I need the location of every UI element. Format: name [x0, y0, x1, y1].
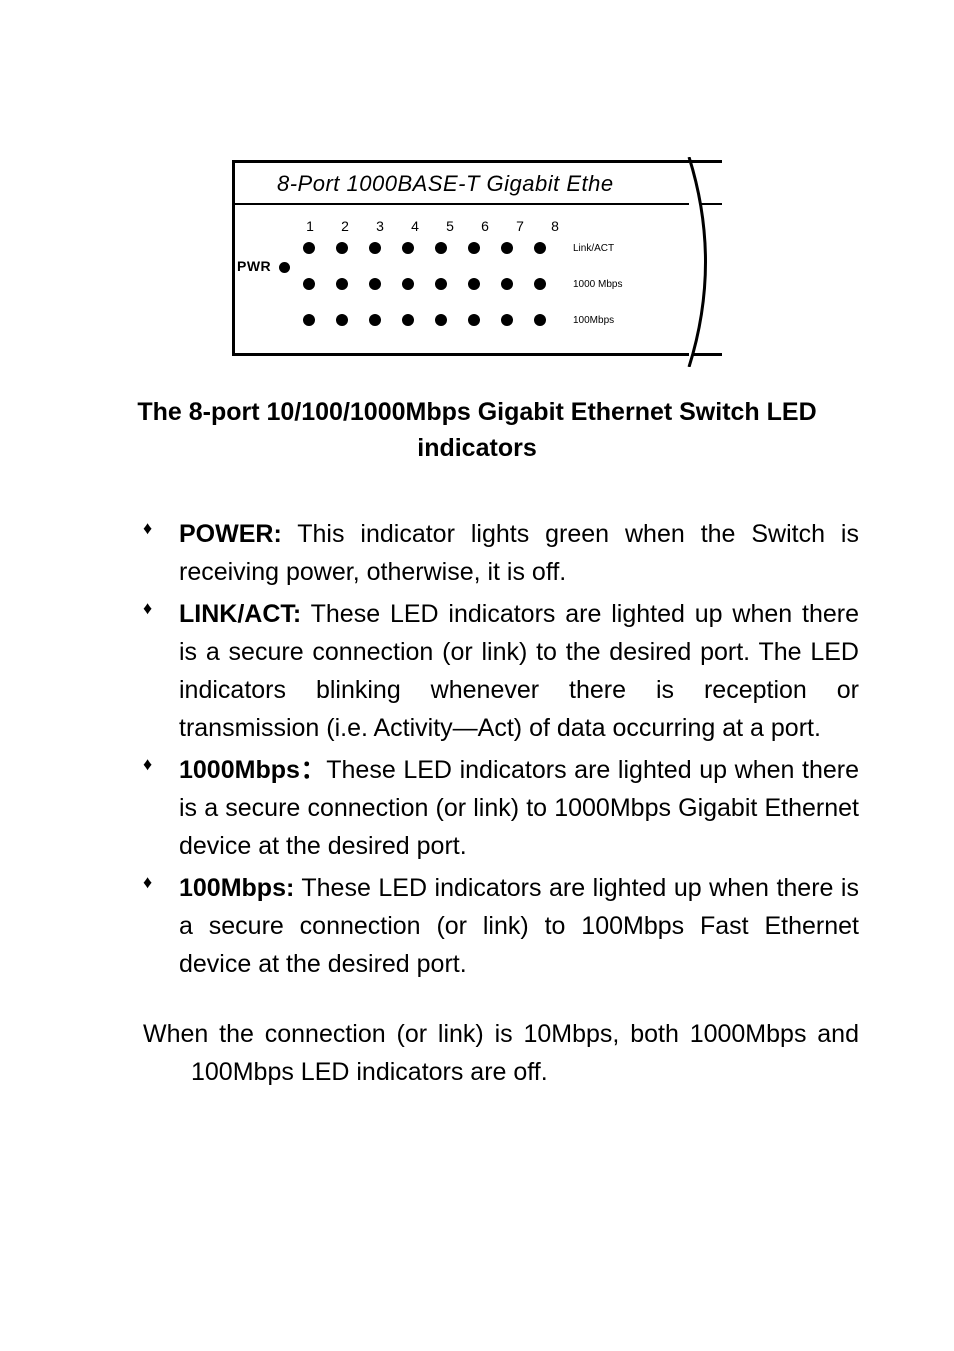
led-icon	[534, 278, 546, 290]
port-number: 8	[548, 218, 562, 234]
bullet-label-1000mbps: 1000Mbps：	[179, 756, 326, 784]
diagram-divider	[235, 203, 722, 205]
list-item: 1000Mbps：These LED indicators are lighte…	[143, 751, 859, 865]
led-icon	[435, 242, 447, 254]
pwr-led-icon	[279, 262, 290, 273]
port-number: 1	[303, 218, 317, 234]
bullet-text: This indicator lights green when the Swi…	[179, 520, 859, 586]
port-number: 3	[373, 218, 387, 234]
led-icon	[336, 314, 348, 326]
list-item: 100Mbps: These LED indicators are lighte…	[143, 869, 859, 983]
led-icon	[501, 242, 513, 254]
led-icon	[336, 278, 348, 290]
bullet-label-linkact: LINK/ACT:	[179, 600, 301, 628]
port-number-row: 1 2 3 4 5 6 7 8	[303, 215, 710, 237]
led-icon	[534, 242, 546, 254]
port-number: 2	[338, 218, 352, 234]
port-number: 5	[443, 218, 457, 234]
bullet-label-power: POWER:	[179, 520, 282, 548]
led-icon	[402, 314, 414, 326]
led-diagram: 8-Port 1000BASE-T Gigabit Ethe PWR 1 2 3…	[232, 160, 722, 356]
led-icon	[435, 278, 447, 290]
led-icon	[501, 278, 513, 290]
list-item: POWER: This indicator lights green when …	[143, 515, 859, 591]
led-icon	[303, 314, 315, 326]
figure-caption: The 8-port 10/100/1000Mbps Gigabit Ether…	[115, 394, 839, 467]
linkact-led-row: Link/ACT	[303, 237, 710, 259]
led-panel: PWR 1 2 3 4 5 6 7 8 Link/A	[247, 215, 710, 331]
led-icon	[435, 314, 447, 326]
bullet-label-100mbps: 100Mbps:	[179, 874, 294, 902]
pwr-label: PWR	[237, 258, 271, 274]
diagram-title: 8-Port 1000BASE-T Gigabit Ethe	[247, 171, 710, 197]
port-number: 7	[513, 218, 527, 234]
led-icon	[402, 242, 414, 254]
led-icon	[468, 278, 480, 290]
closing-note: When the connection (or link) is 10Mbps,…	[143, 1015, 859, 1091]
led-icon	[369, 314, 381, 326]
led-icon	[369, 242, 381, 254]
diagram-frame: 8-Port 1000BASE-T Gigabit Ethe PWR 1 2 3…	[232, 160, 722, 356]
led-icon	[501, 314, 513, 326]
led-icon	[468, 242, 480, 254]
led-icon	[402, 278, 414, 290]
row-label-linkact: Link/ACT	[573, 243, 614, 254]
port-number: 6	[478, 218, 492, 234]
led-icon	[468, 314, 480, 326]
led-icon	[336, 242, 348, 254]
led-description-list: POWER: This indicator lights green when …	[95, 515, 859, 983]
100mbps-led-row: 100Mbps	[303, 309, 710, 331]
1000mbps-led-row: 1000 Mbps	[303, 273, 710, 295]
led-icon	[369, 278, 381, 290]
row-label-1000mbps: 1000 Mbps	[573, 279, 622, 290]
row-label-100mbps: 100Mbps	[573, 315, 614, 326]
led-icon	[534, 314, 546, 326]
led-icon	[303, 242, 315, 254]
led-icon	[303, 278, 315, 290]
port-number: 4	[408, 218, 422, 234]
list-item: LINK/ACT: These LED indicators are light…	[143, 595, 859, 747]
